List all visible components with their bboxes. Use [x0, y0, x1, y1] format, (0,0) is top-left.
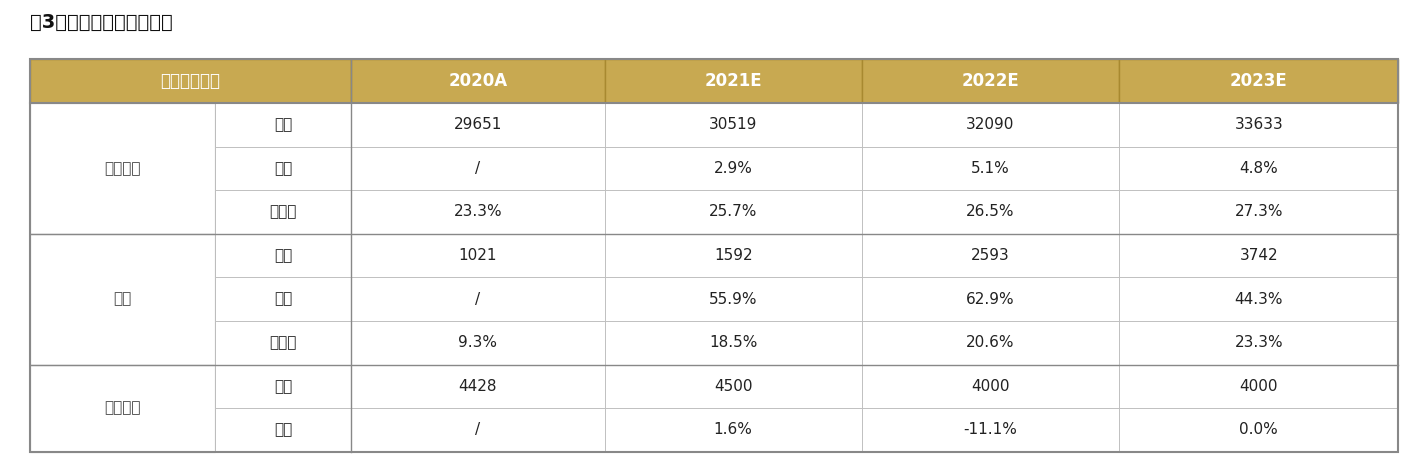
Bar [1120, 59, 1398, 103]
Bar [1120, 277, 1398, 321]
Bar [351, 321, 604, 365]
Bar [215, 321, 351, 365]
Text: 增速: 增速 [274, 161, 293, 176]
Bar [863, 190, 1120, 234]
Text: 铅酸电池: 铅酸电池 [104, 161, 141, 176]
Bar [604, 190, 863, 234]
Text: 27.3%: 27.3% [1235, 205, 1283, 219]
Text: 海洋工程: 海洋工程 [104, 401, 141, 416]
Text: 增速: 增速 [274, 291, 293, 307]
Text: 55.9%: 55.9% [709, 291, 757, 307]
Bar [351, 408, 604, 452]
Text: 18.5%: 18.5% [709, 335, 757, 350]
Text: 1.6%: 1.6% [713, 422, 753, 438]
Text: 收入: 收入 [274, 117, 293, 132]
Bar [351, 147, 604, 190]
Bar [1120, 147, 1398, 190]
Text: -11.1%: -11.1% [963, 422, 1017, 438]
Text: 32090: 32090 [966, 117, 1015, 132]
Text: 增速: 增速 [274, 422, 293, 438]
Bar [863, 103, 1120, 147]
Bar [351, 277, 604, 321]
Text: 收入: 收入 [274, 248, 293, 263]
Bar [863, 147, 1120, 190]
Bar [1120, 103, 1398, 147]
Text: 表3：分业务收入及毛利率: 表3：分业务收入及毛利率 [30, 13, 172, 32]
Text: 海缆: 海缆 [114, 291, 131, 307]
Bar [604, 408, 863, 452]
Bar [604, 277, 863, 321]
Text: 2021E: 2021E [705, 72, 762, 90]
Bar [215, 234, 351, 277]
Text: 1021: 1021 [459, 248, 497, 263]
Text: 23.3%: 23.3% [453, 205, 502, 219]
Text: /: / [476, 422, 480, 438]
Bar [351, 103, 604, 147]
Bar [215, 365, 351, 408]
Text: 33633: 33633 [1235, 117, 1283, 132]
Text: 3742: 3742 [1239, 248, 1277, 263]
Text: 20.6%: 20.6% [966, 335, 1015, 350]
Text: 62.9%: 62.9% [966, 291, 1015, 307]
Bar [351, 365, 604, 408]
Text: 26.5%: 26.5% [966, 205, 1015, 219]
Text: 4.8%: 4.8% [1239, 161, 1277, 176]
Text: 4428: 4428 [459, 379, 497, 394]
Bar [863, 321, 1120, 365]
Bar [1120, 190, 1398, 234]
Text: 毛利率: 毛利率 [269, 335, 297, 350]
Bar [215, 147, 351, 190]
Text: 2020A: 2020A [449, 72, 507, 90]
Text: 2.9%: 2.9% [713, 161, 753, 176]
Bar [604, 59, 863, 103]
Bar [604, 103, 863, 147]
Bar [863, 59, 1120, 103]
Bar [863, 408, 1120, 452]
Text: 4000: 4000 [1239, 379, 1277, 394]
Text: 4500: 4500 [713, 379, 753, 394]
Bar [215, 277, 351, 321]
Text: 单位：百万元: 单位：百万元 [161, 72, 220, 90]
Bar [351, 234, 604, 277]
Text: 2022E: 2022E [962, 72, 1019, 90]
Bar [1120, 234, 1398, 277]
Text: /: / [476, 291, 480, 307]
Bar [1120, 365, 1398, 408]
Bar [863, 277, 1120, 321]
Bar [351, 190, 604, 234]
Bar [604, 365, 863, 408]
Bar [604, 321, 863, 365]
Bar [30, 59, 351, 103]
Text: 1592: 1592 [713, 248, 753, 263]
Bar [604, 147, 863, 190]
Text: 30519: 30519 [709, 117, 757, 132]
Bar [604, 234, 863, 277]
Bar [351, 59, 604, 103]
Text: 0.0%: 0.0% [1239, 422, 1277, 438]
Text: /: / [476, 161, 480, 176]
Text: 5.1%: 5.1% [971, 161, 1010, 176]
Bar [215, 190, 351, 234]
Text: 收入: 收入 [274, 379, 293, 394]
Text: 2593: 2593 [971, 248, 1010, 263]
Text: 44.3%: 44.3% [1235, 291, 1283, 307]
Bar [1120, 321, 1398, 365]
Text: 23.3%: 23.3% [1235, 335, 1283, 350]
Bar [215, 103, 351, 147]
Text: 4000: 4000 [971, 379, 1010, 394]
Text: 25.7%: 25.7% [709, 205, 757, 219]
Bar [215, 408, 351, 452]
Bar [863, 234, 1120, 277]
Text: 毛利率: 毛利率 [269, 205, 297, 219]
Text: 2023E: 2023E [1229, 72, 1287, 90]
Text: 29651: 29651 [453, 117, 502, 132]
Bar [863, 365, 1120, 408]
Text: 9.3%: 9.3% [459, 335, 497, 350]
Bar [1120, 408, 1398, 452]
